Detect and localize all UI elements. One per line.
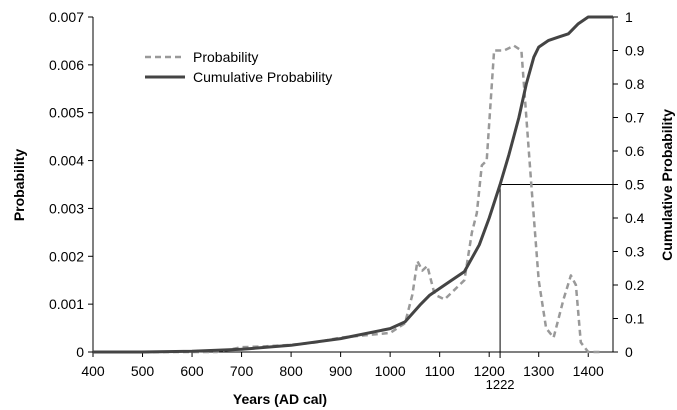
y-axis-left-title: Probability bbox=[11, 149, 27, 222]
y-left-tick-label: 0.005 bbox=[49, 105, 84, 121]
y-left-tick-label: 0.003 bbox=[49, 200, 84, 216]
y-right-tick-label: 1 bbox=[625, 9, 633, 25]
y-right-tick-label: 0.8 bbox=[625, 76, 645, 92]
x-tick-label: 700 bbox=[230, 363, 254, 379]
y-right-tick-label: 0.2 bbox=[625, 277, 645, 293]
y-left-tick-label: 0.004 bbox=[49, 153, 84, 169]
tick-labels: 400 500 600 700 800 900 1000 1100 1200 1300 1400 0 0… bbox=[49, 9, 645, 379]
x-tick-label: 800 bbox=[279, 363, 303, 379]
median-label: 1222 bbox=[486, 377, 515, 392]
y-right-tick-label: 0.4 bbox=[625, 210, 645, 226]
y-left-tick-label: 0.006 bbox=[49, 57, 84, 73]
y-left-tick-label: 0.007 bbox=[49, 9, 84, 25]
axes bbox=[88, 16, 618, 357]
y-right-tick-label: 0.1 bbox=[625, 311, 645, 327]
y-left-tick-label: 0 bbox=[76, 344, 84, 360]
y-left-tick-label: 0.002 bbox=[49, 248, 84, 264]
series-lines bbox=[93, 15, 613, 354]
x-tick-label: 1000 bbox=[375, 363, 406, 379]
y-right-tick-label: 0.7 bbox=[625, 110, 645, 126]
legend-label: Cumulative Probability bbox=[193, 69, 332, 85]
y-right-tick-label: 0.6 bbox=[625, 143, 645, 159]
y-left-tick-label: 0.001 bbox=[49, 296, 84, 312]
y-right-tick-label: 0 bbox=[625, 344, 633, 360]
x-tick-label: 1400 bbox=[573, 363, 604, 379]
cumulative-series-line bbox=[93, 15, 613, 354]
x-tick-label: 1200 bbox=[474, 363, 505, 379]
legend-label: Probability bbox=[193, 49, 258, 65]
median-marker: 1222 bbox=[486, 184, 613, 392]
y-right-tick-label: 0.5 bbox=[625, 177, 645, 193]
x-axis-title: Years (AD cal) bbox=[233, 391, 327, 407]
x-tick-label: 600 bbox=[180, 363, 204, 379]
y-right-tick-label: 0.3 bbox=[625, 244, 645, 260]
x-tick-label: 900 bbox=[329, 363, 353, 379]
y-axis-right-title: Cumulative Probability bbox=[659, 109, 675, 261]
x-tick-label: 1100 bbox=[425, 363, 455, 379]
legend: Probability Cumulative Probability bbox=[145, 49, 332, 85]
x-tick-label: 500 bbox=[131, 363, 155, 379]
x-tick-label: 400 bbox=[81, 363, 105, 379]
y-right-tick-label: 0.9 bbox=[625, 43, 645, 59]
x-tick-label: 1300 bbox=[523, 363, 554, 379]
